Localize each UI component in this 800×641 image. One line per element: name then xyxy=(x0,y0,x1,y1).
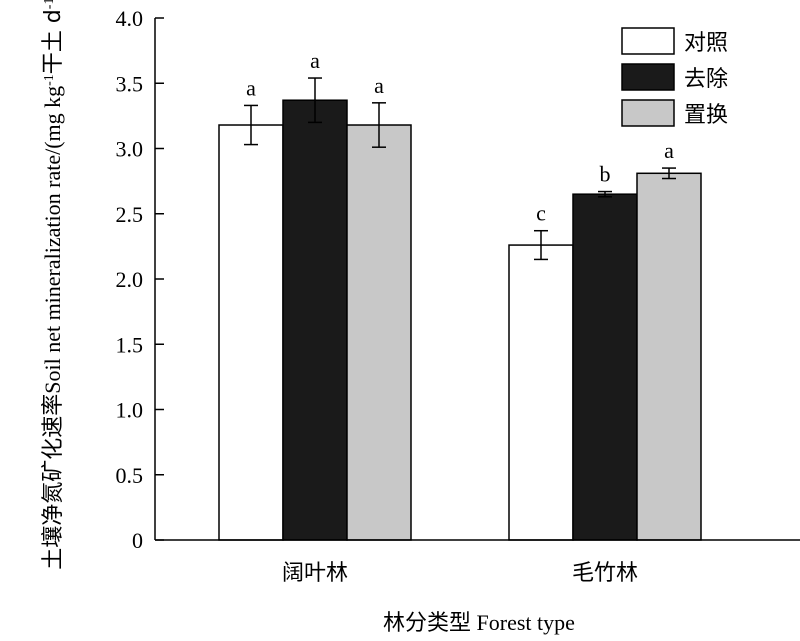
bar xyxy=(636,172,702,541)
y-tick-label: 2.0 xyxy=(116,267,144,292)
bars: a a a c b a xyxy=(218,48,702,541)
x-axis: 阔叶林 毛竹林 xyxy=(155,539,800,586)
y-axis-title-sup1: -1 xyxy=(42,74,57,86)
y-tick-label: 3.0 xyxy=(116,137,144,162)
y-tick-label: 1.5 xyxy=(116,332,144,357)
significance-letter: c xyxy=(536,201,546,226)
y-tick-label: 3.5 xyxy=(116,71,144,96)
significance-letter: a xyxy=(310,48,320,73)
y-tick-label: 4.0 xyxy=(116,6,144,31)
legend-swatch xyxy=(621,63,675,91)
y-tick-label: 0.5 xyxy=(116,463,144,488)
bar xyxy=(218,124,284,541)
legend-label: 对照 xyxy=(684,31,728,56)
y-axis-title-sup2: -1 xyxy=(42,0,57,9)
y-axis-title-en-prefix: Soil net mineralization rate/(mg kg xyxy=(40,86,65,394)
y-tick-label: 0 xyxy=(132,528,143,553)
x-category-label: 阔叶林 xyxy=(282,561,348,586)
x-category-label: 毛竹林 xyxy=(572,561,638,586)
significance-letter: b xyxy=(600,162,611,187)
y-axis-title: 土壤净氮矿化速率Soil net mineralization rate/(mg… xyxy=(40,0,66,570)
significance-letter: a xyxy=(664,138,674,163)
y-axis: 0 0.5 1.0 1.5 2.0 2.5 3.0 3.5 4.0 xyxy=(116,6,164,553)
x-axis-title: 林分类型 Forest type xyxy=(383,610,575,635)
y-axis-title-en-mid: 干土 d xyxy=(41,9,66,74)
y-tick-label: 2.5 xyxy=(116,202,144,227)
y-tick-label: 1.0 xyxy=(116,398,144,423)
bar xyxy=(282,99,348,541)
y-axis-title-cn: 土壤净氮矿化速率 xyxy=(41,394,66,570)
legend-swatch xyxy=(621,27,675,55)
significance-letter: a xyxy=(374,73,384,98)
legend-label: 置换 xyxy=(684,103,728,128)
bar xyxy=(508,244,574,541)
significance-letter: a xyxy=(246,75,256,100)
bar xyxy=(572,193,638,541)
legend-swatch xyxy=(621,99,675,127)
legend-label: 去除 xyxy=(684,67,728,92)
bar xyxy=(346,124,412,541)
